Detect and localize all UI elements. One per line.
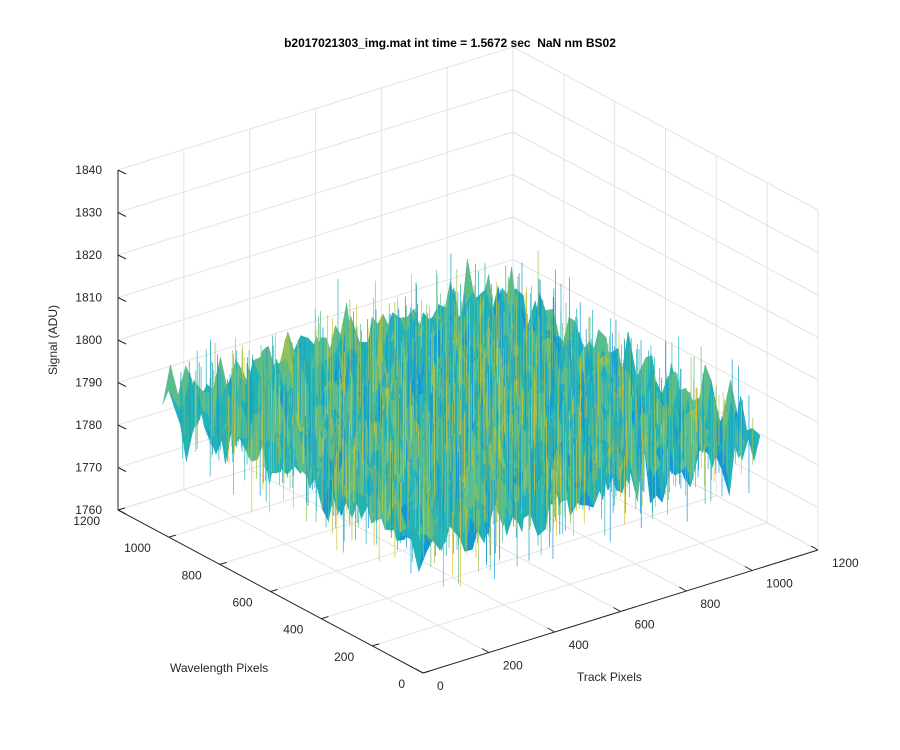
wavelength-tick	[422, 670, 431, 674]
track-tick	[810, 545, 819, 551]
wavelength-tick	[270, 589, 278, 592]
grid-line	[183, 489, 490, 653]
grid-line	[512, 131, 819, 296]
grid-line	[117, 89, 514, 213]
z-tick-label: 1810	[75, 291, 102, 305]
grid-line	[512, 216, 819, 381]
wavelength-tick-label: 400	[283, 623, 303, 637]
ticks-layer: 0 200 400 600 800 1000 1200 0 200 400 600 800 1000 12…	[73, 163, 859, 693]
grid-line	[117, 174, 514, 298]
grid-line	[117, 216, 514, 341]
z-tick	[117, 424, 127, 430]
track-tick	[679, 586, 687, 592]
track-tick	[547, 627, 555, 633]
wavelength-axis-label: Wavelength Pixels	[170, 661, 269, 675]
wavelength-tick	[321, 616, 329, 620]
z-tick	[117, 339, 127, 345]
z-tick	[117, 297, 127, 302]
track-tick-label: 400	[569, 638, 589, 652]
wavelength-tick	[168, 534, 176, 538]
track-axis-label: Track Pixels	[577, 670, 642, 684]
wavelength-tick	[117, 507, 126, 511]
z-tick	[117, 254, 127, 260]
z-tick-label: 1830	[75, 206, 102, 220]
z-tick-label: 1840	[75, 163, 102, 177]
surface-layer	[162, 250, 761, 588]
z-tick-label: 1780	[75, 418, 102, 432]
track-tick	[613, 607, 621, 612]
wavelength-tick-label: 1000	[124, 541, 151, 555]
z-tick	[117, 467, 127, 472]
z-tick	[117, 212, 127, 217]
grid-line	[512, 46, 819, 211]
z-tick-label: 1820	[75, 248, 102, 262]
grid-line	[512, 89, 819, 253]
z-tick-label: 1790	[75, 376, 102, 390]
z-tick-label: 1770	[75, 461, 102, 475]
wavelength-tick	[372, 643, 380, 647]
track-tick-label: 800	[700, 597, 720, 611]
grid-line	[512, 174, 819, 338]
wavelength-tick-label: 1200	[73, 514, 100, 528]
grid-line	[117, 46, 514, 171]
wavelength-tick-label: 600	[232, 596, 252, 610]
track-tick	[415, 668, 424, 674]
track-tick	[744, 566, 753, 571]
chart-title: b2017021303_img.mat int time = 1.5672 se…	[284, 36, 616, 50]
track-tick-label: 600	[635, 618, 655, 632]
z-axis-label: Signal (ADU)	[46, 304, 60, 376]
wavelength-tick	[219, 561, 227, 565]
track-tick-label: 0	[437, 679, 444, 693]
track-tick-label: 1000	[766, 577, 793, 591]
z-tick	[117, 509, 127, 515]
track-tick-label: 1200	[832, 556, 859, 570]
track-tick	[481, 648, 490, 653]
z-tick	[117, 169, 127, 175]
grid-line	[249, 468, 555, 633]
wavelength-tick-label: 800	[182, 568, 202, 582]
z-tick-label: 1800	[75, 333, 102, 347]
z-tick	[117, 382, 127, 387]
wavelength-tick-label: 0	[398, 677, 405, 691]
z-tick-label: 1760	[75, 503, 102, 517]
track-tick-label: 200	[503, 659, 523, 673]
grid-line	[117, 131, 514, 256]
wavelength-tick-label: 200	[334, 650, 354, 664]
